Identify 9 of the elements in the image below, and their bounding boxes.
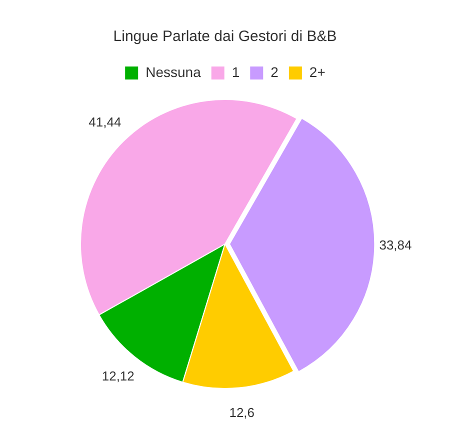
chart-title: Lingue Parlate dai Gestori di B&B [113, 28, 337, 46]
data-label: 12,6 [229, 405, 255, 420]
legend-label: 2 [270, 64, 279, 80]
legend-label: 1 [232, 64, 240, 80]
data-label: 33,84 [379, 238, 412, 253]
data-label: 12,12 [102, 368, 134, 384]
data-label: 41,44 [88, 114, 122, 130]
legend-label: 2+ [309, 64, 326, 80]
legend-label: Nessuna [146, 64, 202, 80]
